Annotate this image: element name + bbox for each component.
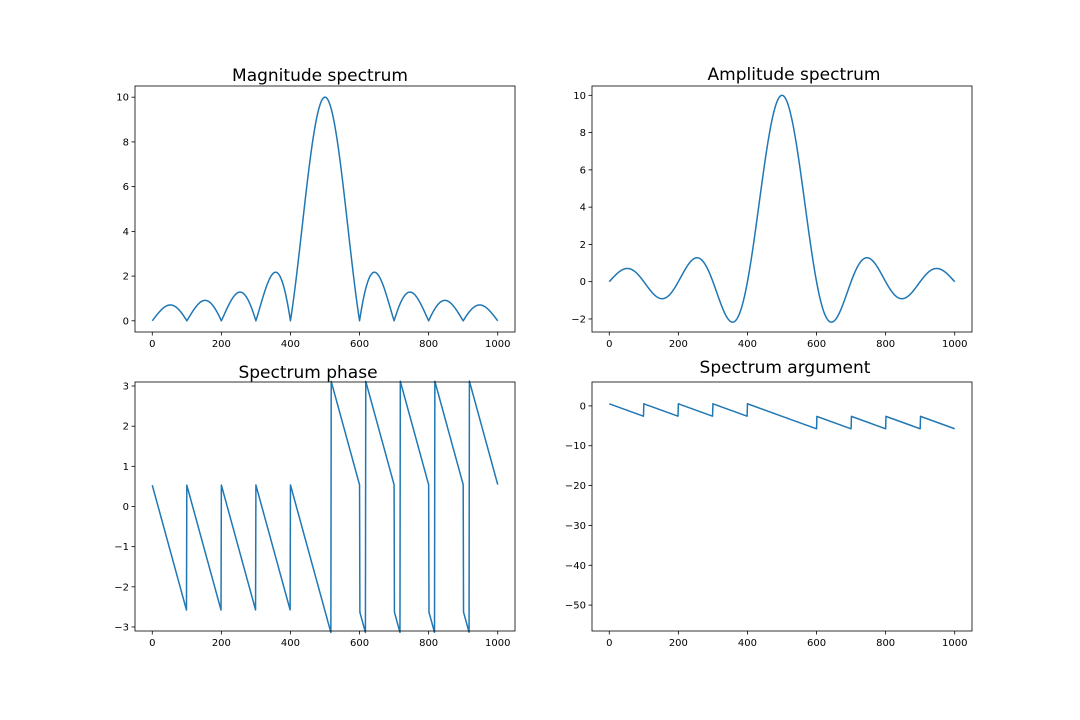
magnitude-y-tick-label: 8: [123, 137, 129, 148]
magnitude-y-tick-label: 6: [123, 182, 129, 193]
phase-series-line: [151, 380, 499, 634]
argument-series-line: [608, 403, 956, 430]
amplitude-y-tick-label: 4: [580, 203, 586, 214]
subplot-magnitude: Magnitude spectrum 0 200 400 600 800 1000 0 2 4 6…: [116, 66, 516, 350]
phase-x-tick-label: 1000: [485, 638, 510, 649]
phase-x-tick-label: 600: [350, 638, 369, 649]
phase-y-tick-label: −1: [114, 542, 129, 553]
magnitude-y-tick-label: 2: [123, 272, 129, 283]
amplitude-x-tick-label: 1000: [942, 339, 967, 350]
argument-y-tick-label: −40: [565, 561, 586, 572]
magnitude-x-tick-label: 800: [419, 339, 438, 350]
magnitude-title: Magnitude spectrum: [232, 66, 408, 86]
argument-y-tick-label: 0: [580, 401, 586, 412]
argument-x-tick-label: 600: [807, 638, 826, 649]
subplot-amplitude: Amplitude spectrum 0 200 400 600 800 1000 −2 0 2…: [571, 65, 973, 350]
amplitude-series-line: [608, 94, 956, 323]
subplot-phase: Spectrum phase 0 200 400 600 800 1000 −3 −2 −1 0 1…: [114, 363, 516, 649]
phase-x-tick-label: 400: [281, 638, 300, 649]
magnitude-x-tick-label: 400: [281, 339, 300, 350]
magnitude-y-tick-label: 0: [123, 316, 129, 327]
argument-title: Spectrum argument: [700, 358, 871, 378]
amplitude-x-tick-label: 0: [606, 339, 612, 350]
magnitude-x-tick-label: 200: [212, 339, 231, 350]
magnitude-x-tick-label: 0: [149, 339, 155, 350]
argument-x-tick-label: 200: [669, 638, 688, 649]
phase-y-tick-label: 0: [123, 502, 129, 513]
magnitude-y-tick-label: 10: [116, 93, 129, 104]
argument-axes-frame: [591, 381, 973, 632]
phase-y-tick-label: 2: [123, 422, 129, 433]
magnitude-x-tick-label: 1000: [485, 339, 510, 350]
argument-x-tick-label: 0: [606, 638, 612, 649]
argument-x-tick-label: 1000: [942, 638, 967, 649]
amplitude-y-tick-label: 2: [580, 240, 586, 251]
phase-y-tick-label: −3: [114, 622, 129, 633]
magnitude-axes-frame: [134, 85, 516, 333]
phase-title: Spectrum phase: [238, 363, 377, 383]
phase-y-tick-label: 1: [123, 462, 129, 473]
argument-x-tick-label: 400: [738, 638, 757, 649]
argument-y-tick-label: −50: [565, 601, 586, 612]
phase-x-tick-label: 800: [419, 638, 438, 649]
argument-x-tick-label: 800: [876, 638, 895, 649]
amplitude-x-tick-label: 600: [807, 339, 826, 350]
magnitude-y-tick-label: 4: [123, 227, 129, 238]
argument-y-tick-label: −20: [565, 481, 586, 492]
amplitude-x-tick-label: 400: [738, 339, 757, 350]
subplot-argument: Spectrum argument 0 200 400 600 800 1000 −50 −4…: [565, 358, 973, 649]
phase-y-tick-label: −2: [114, 582, 129, 593]
amplitude-y-tick-label: −2: [571, 314, 586, 325]
magnitude-series-line: [151, 96, 499, 322]
amplitude-x-tick-label: 800: [876, 339, 895, 350]
amplitude-y-tick-label: 10: [573, 91, 586, 102]
amplitude-axes-frame: [591, 85, 973, 333]
phase-x-tick-label: 0: [149, 638, 155, 649]
amplitude-y-tick-label: 6: [580, 165, 586, 176]
amplitude-y-tick-label: 0: [580, 277, 586, 288]
phase-axes-frame: [134, 381, 516, 632]
amplitude-y-tick-label: 8: [580, 128, 586, 139]
argument-y-tick-label: −30: [565, 521, 586, 532]
magnitude-x-tick-label: 600: [350, 339, 369, 350]
amplitude-title: Amplitude spectrum: [708, 65, 881, 85]
phase-x-tick-label: 200: [212, 638, 231, 649]
amplitude-x-tick-label: 200: [669, 339, 688, 350]
argument-y-tick-label: −10: [565, 441, 586, 452]
phase-y-tick-label: 3: [123, 382, 129, 393]
